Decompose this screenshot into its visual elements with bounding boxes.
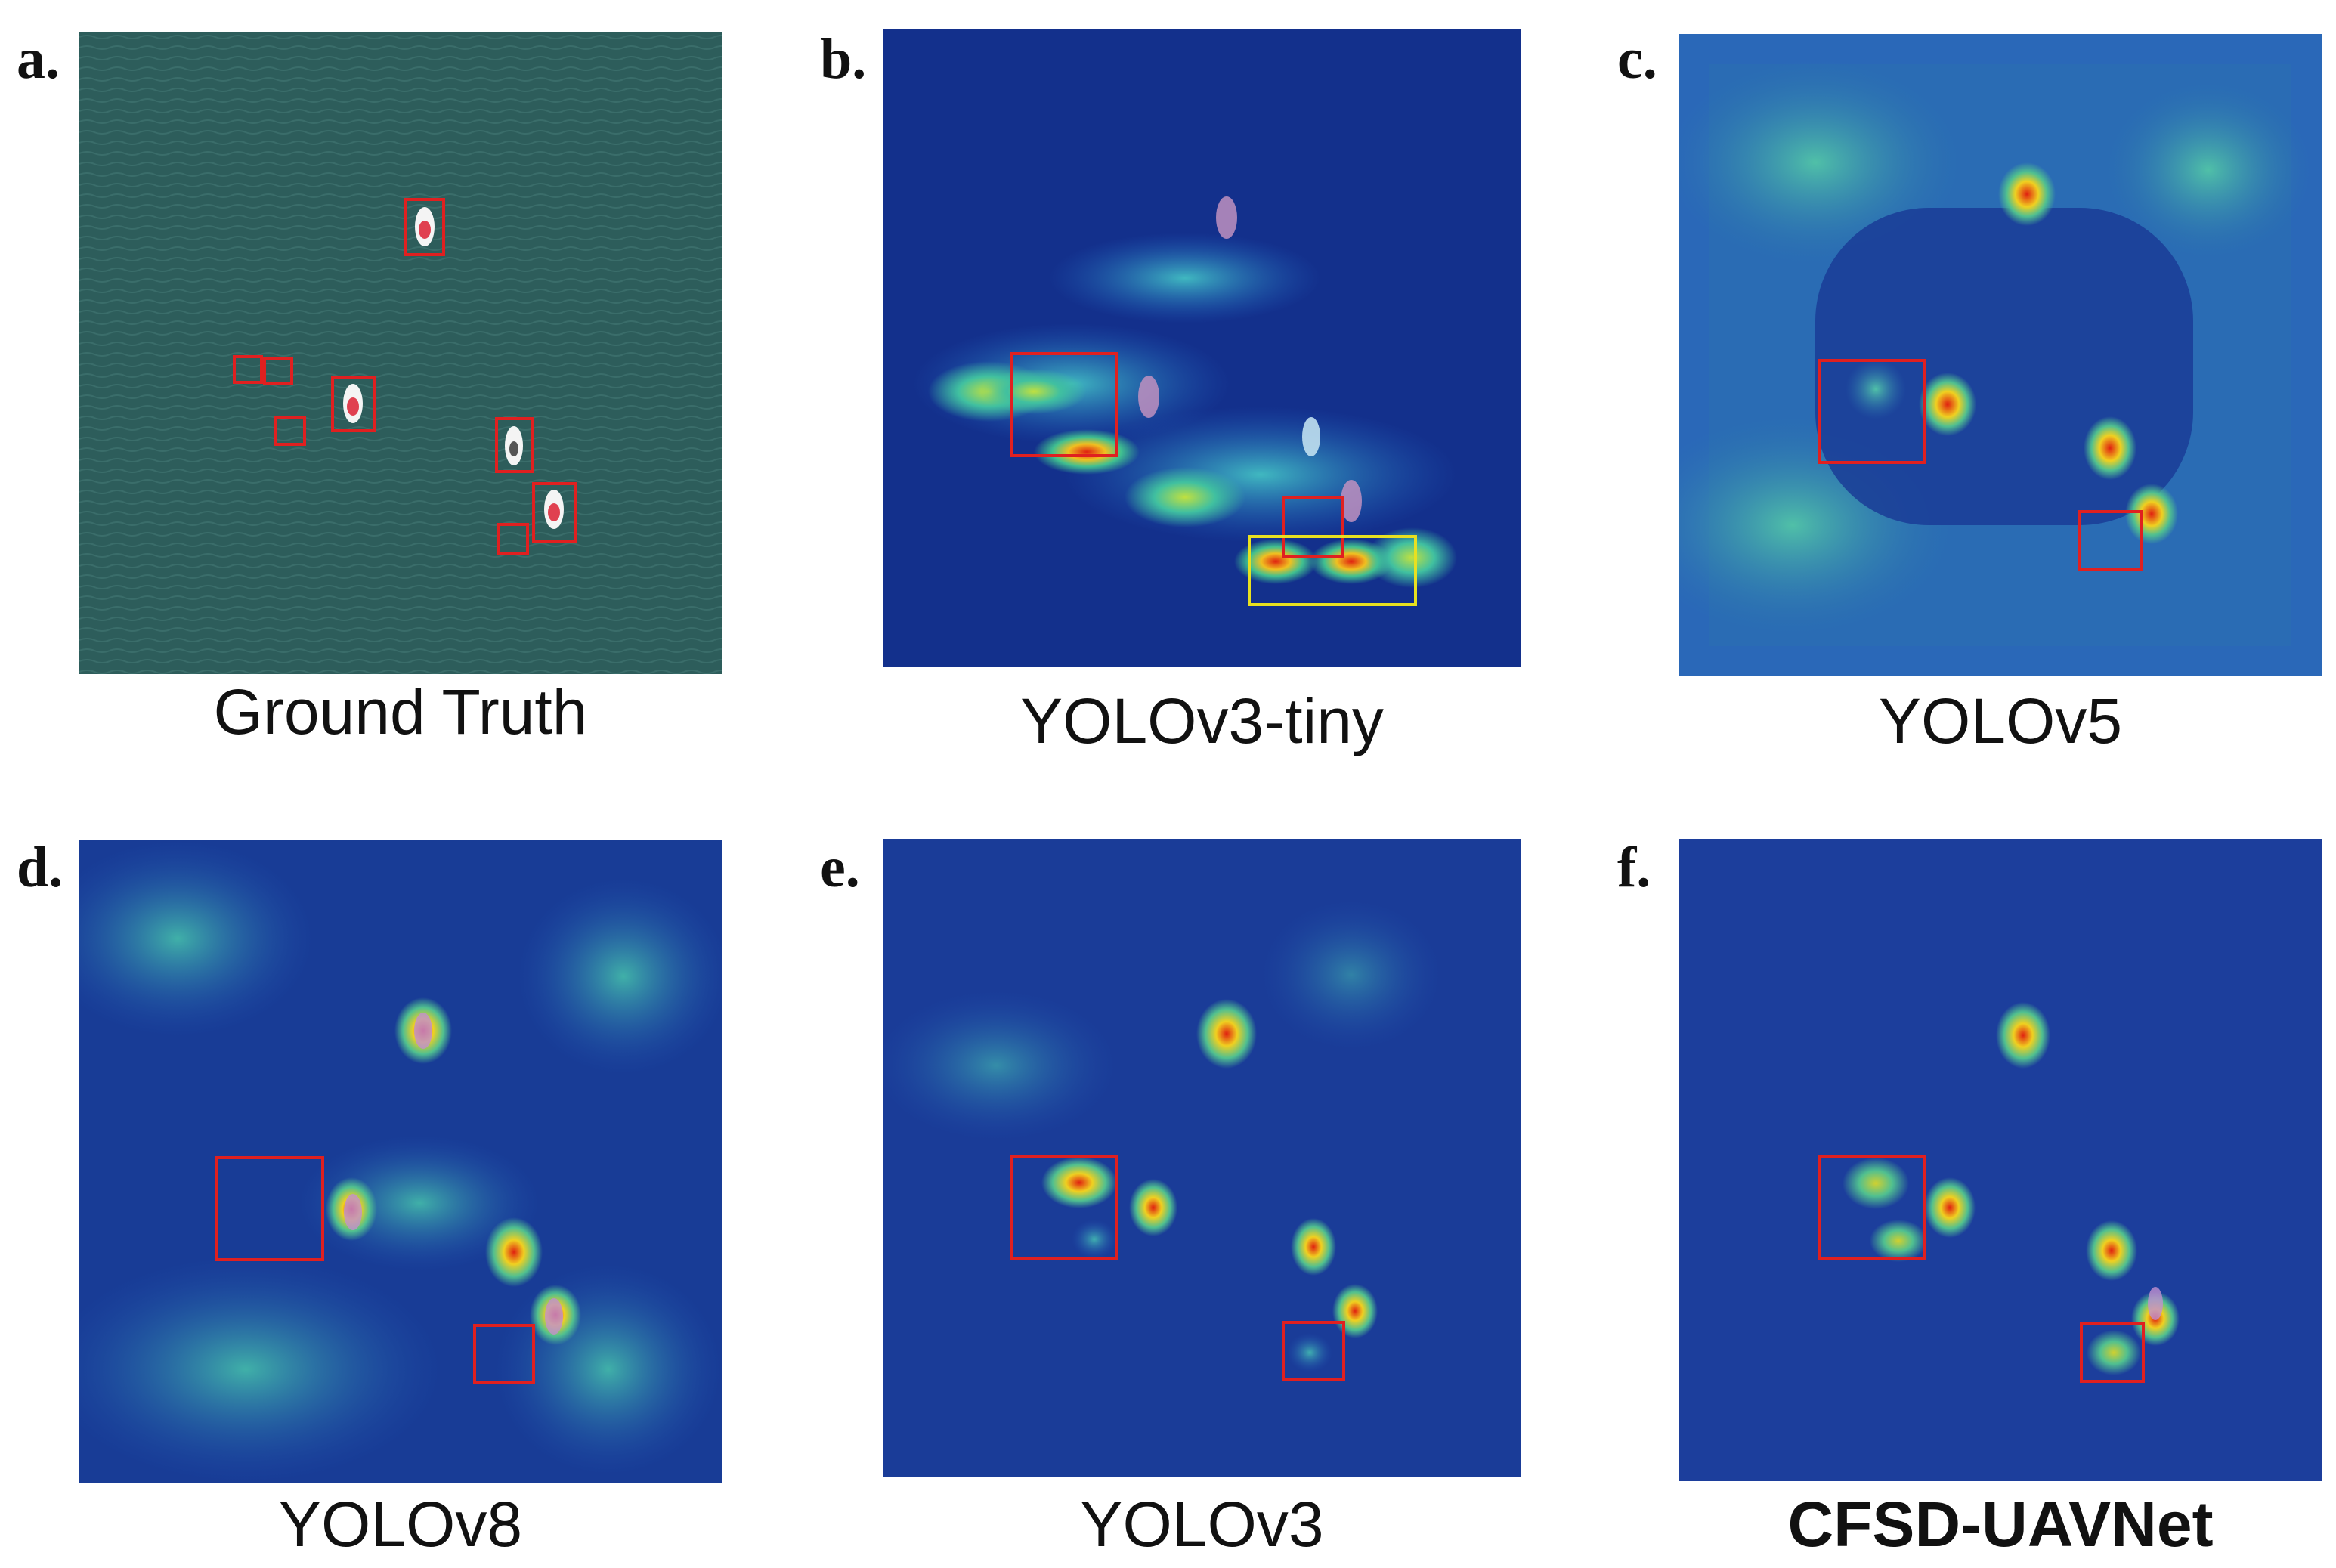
panel-letter: e. xyxy=(820,836,860,899)
panel-letter: f. xyxy=(1617,836,1651,899)
panel-letter: d. xyxy=(17,836,63,899)
panel-caption: YOLOv3-tiny xyxy=(1020,685,1384,756)
panel-caption: Ground Truth xyxy=(213,676,588,747)
panel-letter: c. xyxy=(1617,27,1657,91)
panel-caption: YOLOv8 xyxy=(278,1489,523,1560)
panel-caption: YOLOv5 xyxy=(1878,685,2123,756)
panel-letter: a. xyxy=(17,27,60,91)
yolov3-tiny-heatmap xyxy=(883,29,1521,667)
yolov5-heatmap xyxy=(1679,34,2322,676)
panel-caption: YOLOv3 xyxy=(1080,1489,1324,1560)
panel-letter: b. xyxy=(820,27,867,91)
ground-truth-boxes xyxy=(233,198,577,555)
ground-truth-image xyxy=(79,32,722,674)
cfsd-uavnet-heatmap xyxy=(1679,839,2322,1481)
yolov3-heatmap xyxy=(883,839,1521,1477)
panel-caption: CFSD-UAVNet xyxy=(1787,1489,2214,1560)
boat-marker xyxy=(343,207,564,529)
yolov8-heatmap xyxy=(79,840,722,1483)
